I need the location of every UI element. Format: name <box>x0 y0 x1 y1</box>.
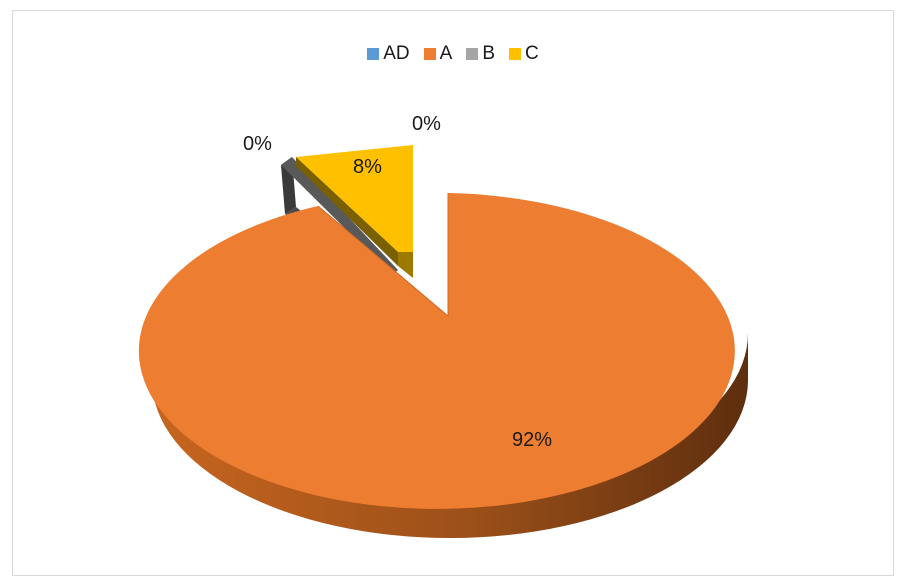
legend-label-a: A <box>439 43 453 64</box>
legend-item-ad[interactable]: AD <box>367 43 410 65</box>
data-label-b: 0% <box>412 113 441 135</box>
pie-slice-a[interactable] <box>138 193 748 538</box>
legend-item-a[interactable]: A <box>423 43 453 65</box>
legend-label-b: B <box>482 43 496 64</box>
legend-label-c: C <box>525 43 539 64</box>
legend-item-b[interactable]: B <box>466 43 495 65</box>
legend: AD A B C <box>13 43 893 65</box>
data-label-ad: 0% <box>243 133 272 155</box>
legend-item-c[interactable]: C <box>509 43 539 65</box>
legend-swatch-ad <box>367 48 380 60</box>
data-label-c: 8% <box>353 156 382 178</box>
legend-swatch-b <box>466 48 479 60</box>
legend-label-ad: AD <box>383 43 410 64</box>
pie-slice-c[interactable] <box>296 145 413 278</box>
legend-swatch-a <box>423 48 436 60</box>
legend-swatch-c <box>509 48 522 60</box>
data-label-a: 92% <box>512 429 552 451</box>
